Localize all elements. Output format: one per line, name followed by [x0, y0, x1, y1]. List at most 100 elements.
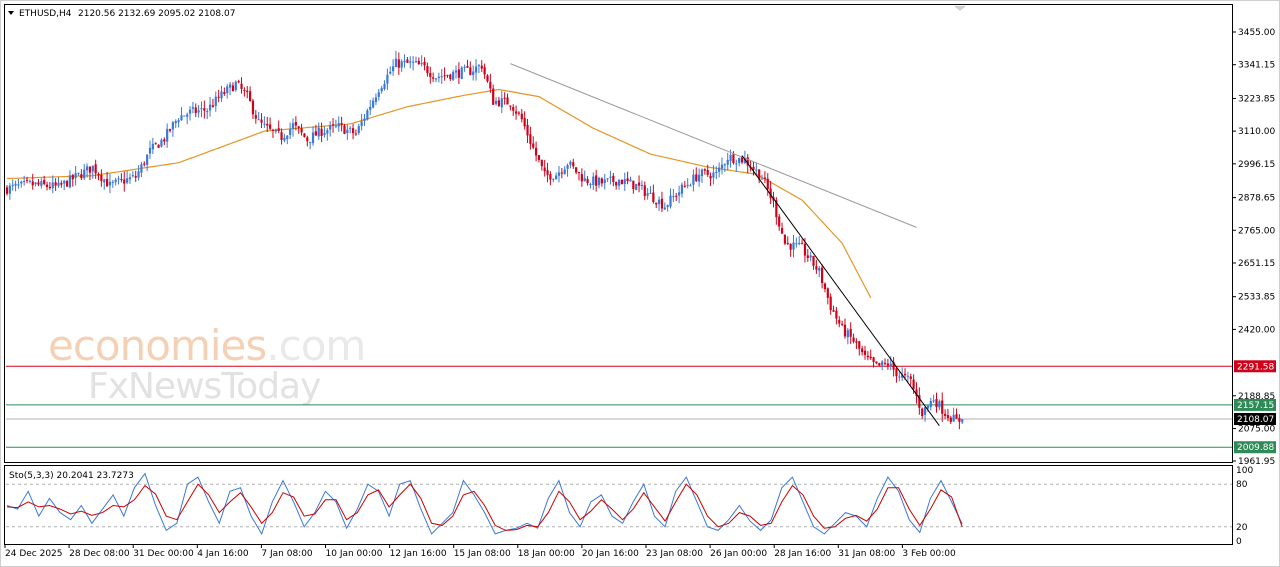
candle-body [903, 373, 907, 376]
candle-body [803, 243, 807, 256]
time-tick-label: 24 Dec 2025 [5, 549, 63, 559]
candle-body [795, 243, 798, 245]
time-axis: 24 Dec 2025 28 Dec 08:00 31 Dec 00:00 4 Jan… [4, 544, 956, 559]
candle-body [134, 176, 137, 178]
stoch-level-label: 80 [1236, 480, 1248, 490]
candle-body [454, 70, 458, 73]
candle-body [111, 181, 114, 183]
time-tick-label: 18 Jan 00:00 [518, 549, 575, 559]
candle-body [314, 131, 317, 136]
candle-body [337, 123, 340, 127]
candle-body [597, 177, 601, 186]
candle-body [806, 255, 809, 258]
time-tick-label: 26 Jan 00:00 [710, 549, 767, 559]
candle-body [786, 243, 789, 245]
candle-body [615, 181, 618, 186]
candle-body [331, 124, 335, 126]
candle-body [420, 63, 423, 65]
candle-body [166, 128, 169, 142]
candle-body [63, 180, 66, 184]
candle-body [160, 139, 163, 147]
candle-body [829, 296, 832, 311]
candle-body [88, 166, 92, 173]
candle-body [94, 164, 97, 174]
candle-body [254, 115, 257, 119]
candle-body [251, 100, 255, 115]
candle-body [589, 184, 592, 186]
candle-body [961, 419, 964, 423]
candle-body [429, 73, 432, 77]
candle-body [85, 166, 89, 171]
candle-body [943, 413, 947, 416]
price-tick-label: 1961.95 [1238, 457, 1275, 467]
candle-body [246, 90, 249, 92]
candle-body [303, 133, 306, 137]
candle-body [818, 267, 821, 271]
ohlc-readout: 2120.56 2132.69 2095.02 2108.07 [78, 9, 235, 19]
candle-body [612, 175, 615, 182]
candle-body [572, 162, 575, 167]
candle-body [923, 407, 927, 415]
candle-body [249, 91, 252, 102]
candle-body [846, 330, 849, 338]
candle-body [735, 163, 738, 165]
candle-body [506, 97, 509, 105]
candle-body [483, 67, 486, 75]
candle-body [815, 266, 818, 270]
candle-body [952, 414, 955, 422]
candle-body [377, 92, 380, 97]
candle-body [163, 139, 166, 142]
candle-body [231, 85, 235, 92]
candle-body [517, 112, 521, 114]
candle-body [83, 169, 86, 179]
price-tick-label: 2878.65 [1238, 194, 1275, 204]
candle-body [520, 113, 523, 120]
candle-body [552, 178, 555, 180]
candle-body [100, 174, 103, 182]
candle-body [392, 66, 395, 72]
candle-body [718, 167, 721, 172]
candle-body [692, 174, 695, 185]
candle-body [77, 172, 80, 174]
candle-body [386, 74, 389, 84]
candle-body [317, 127, 320, 137]
scroll-marker-icon[interactable] [954, 6, 966, 11]
candle-body [409, 61, 412, 63]
candle-body [68, 175, 72, 188]
candle-body [709, 175, 712, 179]
candle-body [632, 180, 635, 190]
candle-body [137, 171, 140, 178]
candle-body [758, 169, 761, 180]
candle-body [672, 196, 675, 198]
moving-average-line [6, 88, 872, 299]
candle-body [732, 154, 735, 164]
candle-body [863, 350, 867, 355]
candle-body [703, 169, 706, 171]
candle-body [360, 121, 363, 127]
watermark: economies.com FxNewsToday [48, 321, 366, 407]
stochastic: 100 80 20 0 [6, 466, 1253, 547]
watermark-fxnewstoday: FxNewsToday [88, 366, 321, 407]
candle-body [351, 128, 355, 134]
trendlines [510, 63, 940, 426]
candle-body [540, 159, 543, 167]
candle-body [283, 137, 286, 141]
candle-body [449, 74, 452, 80]
candle-body [334, 125, 337, 127]
candle-body [357, 126, 360, 134]
candle-body [123, 179, 126, 184]
candle-body [503, 97, 506, 99]
candle-body [489, 81, 492, 89]
candle-body [346, 129, 349, 134]
collapse-triangle-icon[interactable] [8, 11, 14, 15]
candle-body [832, 310, 835, 312]
candle-body [311, 132, 315, 144]
candle-body [700, 169, 704, 177]
candle-body [878, 362, 881, 366]
candle-body [323, 133, 326, 135]
price-tick-label: 3341.15 [1238, 61, 1275, 71]
candle-body [148, 147, 152, 154]
moving-average [6, 88, 872, 299]
chart-header: ETHUSD,H4 2120.56 2132.69 2095.02 2108.0… [8, 6, 966, 19]
candle-body [40, 181, 43, 186]
